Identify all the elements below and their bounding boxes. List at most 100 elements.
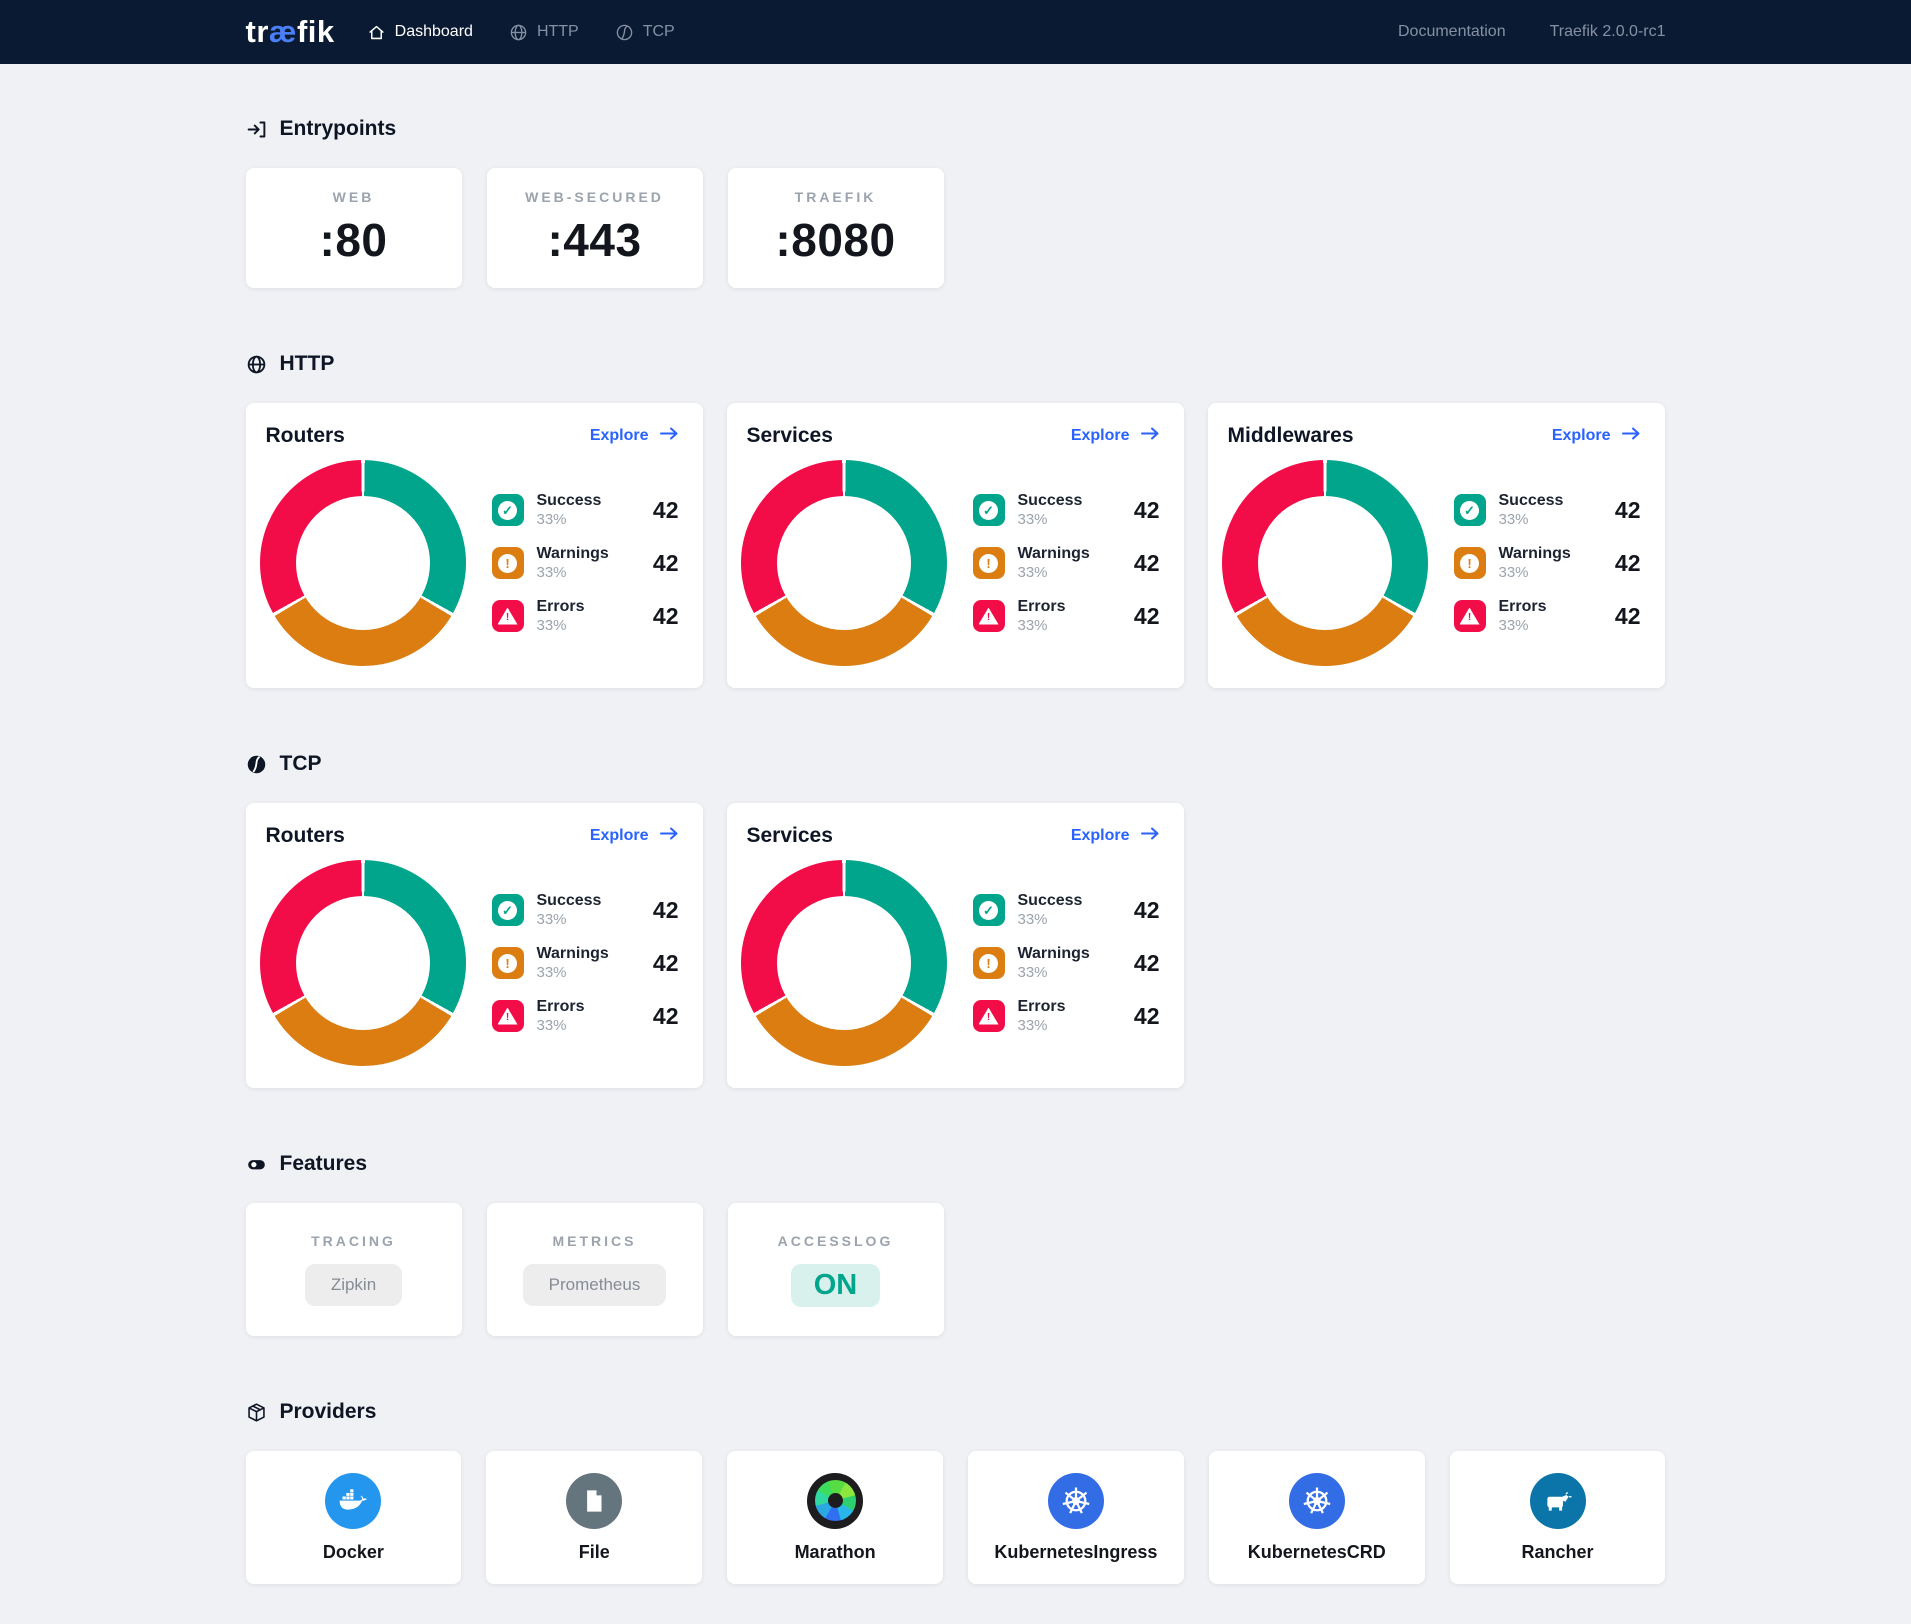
- tcp-services-card: Services Explore ✓ Success 33% 42 ! Warni…: [726, 803, 1184, 1088]
- card-title: Services: [746, 824, 833, 847]
- entrypoint-port: :80: [319, 214, 388, 266]
- legend-percent: 33%: [1017, 1016, 1048, 1034]
- entrypoint-card-web-secured: WEB-SECURED :443: [486, 168, 703, 288]
- explore-label: Explore: [1070, 427, 1130, 444]
- legend-percent: 33%: [536, 616, 567, 634]
- legend-value: 42: [652, 896, 679, 923]
- nav-item-http[interactable]: HTTP: [509, 23, 579, 42]
- legend-row-success: ✓ Success 33% 42: [972, 888, 1160, 933]
- section-title: TCP: [279, 752, 322, 775]
- legend-value: 42: [652, 1002, 679, 1029]
- check-glyph: ✓: [1460, 500, 1479, 520]
- error-icon: !: [1453, 600, 1486, 632]
- status-donut-chart: [740, 460, 947, 666]
- entrypoint-name: TRAEFIK: [794, 189, 877, 205]
- status-legend: ✓ Success 33% 42 ! Warnings 33% 42 ! Error…: [1453, 488, 1641, 639]
- explore-link[interactable]: Explore: [590, 827, 679, 845]
- home-icon: [367, 23, 386, 42]
- check-glyph: ✓: [979, 900, 998, 920]
- legend-value: 42: [1133, 549, 1160, 576]
- version-label: Traefik 2.0.0-rc1: [1549, 23, 1666, 40]
- legend-row-errors: ! Errors 33% 42: [491, 594, 679, 639]
- legend-label: Warnings: [1498, 545, 1571, 563]
- http-section-header: HTTP: [246, 352, 1666, 376]
- feature-on-chip: ON: [790, 1263, 881, 1307]
- provider-label: File: [578, 1541, 610, 1562]
- legend-value: 42: [1133, 949, 1160, 976]
- exclaim-glyph: !: [1467, 611, 1472, 623]
- exclaim-glyph: !: [979, 553, 998, 573]
- legend-percent: 33%: [1017, 510, 1048, 528]
- legend-row-warnings: ! Warnings 33% 42: [972, 941, 1160, 986]
- arrow-right-icon: [1621, 427, 1641, 445]
- http-services-card: Services Explore ✓ Success 33% 42 ! Warni…: [726, 403, 1184, 688]
- error-icon: !: [972, 1000, 1005, 1032]
- legend-percent: 33%: [1017, 910, 1048, 928]
- warning-icon: !: [491, 947, 524, 979]
- legend-row-success: ✓ Success 33% 42: [972, 488, 1160, 533]
- explore-link[interactable]: Explore: [1071, 427, 1160, 445]
- section-title: Entrypoints: [279, 117, 397, 140]
- legend-percent: 33%: [1498, 616, 1529, 634]
- legend-row-warnings: ! Warnings 33% 42: [972, 541, 1160, 586]
- section-title: Features: [279, 1152, 368, 1175]
- legend-percent: 33%: [536, 563, 567, 581]
- status-donut-chart: [1221, 460, 1428, 666]
- legend-value: 42: [652, 549, 679, 576]
- legend-label: Success: [1498, 492, 1564, 510]
- success-icon: ✓: [491, 894, 524, 926]
- rancher-bull-icon: [1529, 1472, 1586, 1529]
- nav-item-tcp[interactable]: TCP: [615, 23, 675, 42]
- error-icon: !: [972, 600, 1005, 632]
- entrypoints-cards: WEB :80 WEB-SECURED :443 TRAEFIK :8080: [245, 168, 1666, 288]
- tcp-cards: Routers Explore ✓ Success 33% 42 ! Warnin…: [245, 803, 1666, 1088]
- documentation-link[interactable]: Documentation: [1397, 23, 1506, 40]
- file-icon: [566, 1472, 623, 1529]
- globe-icon: [509, 23, 528, 42]
- arrow-right-icon: [1140, 427, 1160, 445]
- legend-value: 42: [1133, 1002, 1160, 1029]
- success-icon: ✓: [972, 894, 1005, 926]
- legend-value: 42: [1614, 496, 1641, 523]
- globe-icon: [246, 354, 267, 375]
- provider-label: Marathon: [794, 1541, 876, 1562]
- provider-card-kubernetes-crd: KubernetesCRD: [1208, 1451, 1425, 1584]
- legend-row-success: ✓ Success 33% 42: [491, 888, 679, 933]
- arrow-right-icon: [659, 427, 679, 445]
- explore-label: Explore: [1070, 827, 1130, 844]
- http-routers-card: Routers Explore ✓ Success 33% 42 ! Warnin…: [245, 403, 703, 688]
- exclaim-glyph: !: [498, 553, 517, 573]
- check-glyph: ✓: [498, 500, 517, 520]
- explore-link[interactable]: Explore: [590, 427, 679, 445]
- status-donut-chart: [259, 460, 466, 666]
- exclaim-glyph: !: [986, 611, 991, 623]
- legend-label: Warnings: [1017, 945, 1090, 963]
- legend-percent: 33%: [1498, 510, 1529, 528]
- entrypoints-section-header: Entrypoints: [246, 117, 1666, 141]
- explore-link[interactable]: Explore: [1552, 427, 1641, 445]
- entrypoint-name: WEB: [332, 189, 375, 205]
- legend-row-errors: ! Errors 33% 42: [972, 994, 1160, 1039]
- legend-percent: 33%: [1017, 963, 1048, 981]
- nav-menu: Dashboard HTTP TCP: [367, 23, 675, 42]
- exclaim-glyph: !: [1460, 553, 1479, 573]
- feature-value-chip: Prometheus: [522, 1264, 667, 1306]
- provider-card-docker: Docker: [245, 1451, 462, 1584]
- legend-row-warnings: ! Warnings 33% 42: [491, 541, 679, 586]
- exclaim-glyph: !: [505, 611, 510, 623]
- exclaim-glyph: !: [979, 953, 998, 973]
- explore-link[interactable]: Explore: [1071, 827, 1160, 845]
- nav-item-dashboard[interactable]: Dashboard: [367, 23, 473, 42]
- features-cards: TRACING Zipkin METRICS Prometheus ACCESS…: [245, 1203, 1666, 1336]
- check-glyph: ✓: [498, 900, 517, 920]
- status-donut-chart: [740, 860, 947, 1066]
- legend-row-success: ✓ Success 33% 42: [1453, 488, 1641, 533]
- check-glyph: ✓: [979, 500, 998, 520]
- card-title: Services: [746, 424, 833, 447]
- feature-name: METRICS: [552, 1233, 637, 1249]
- legend-percent: 33%: [536, 963, 567, 981]
- entrypoints-icon: [246, 119, 267, 140]
- status-legend: ✓ Success 33% 42 ! Warnings 33% 42 ! Error…: [491, 488, 679, 639]
- toggle-icon: [246, 1154, 267, 1175]
- warning-icon: !: [1453, 547, 1486, 579]
